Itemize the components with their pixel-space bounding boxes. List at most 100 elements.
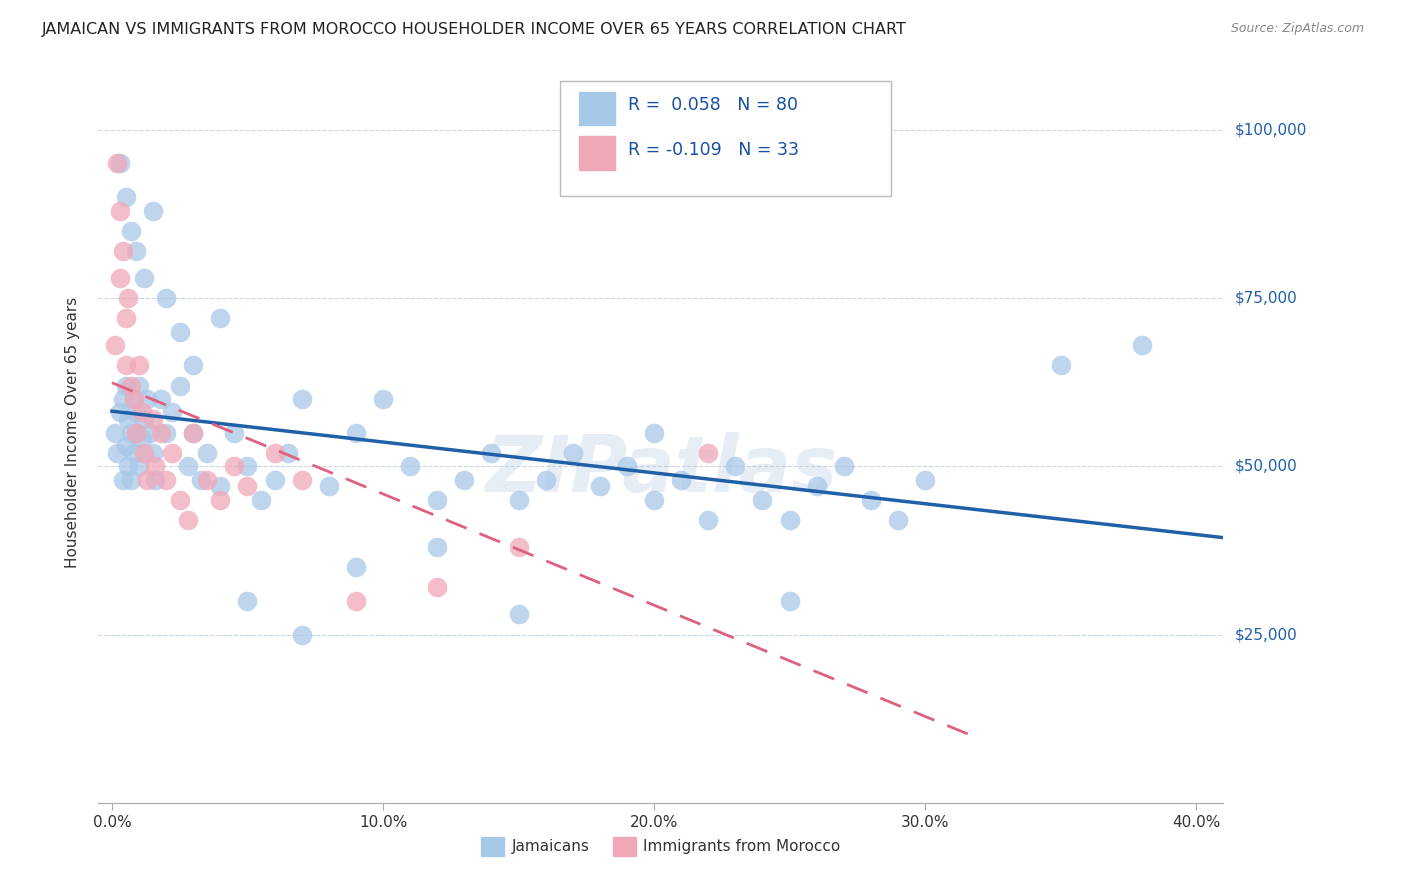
Point <box>120 425 142 440</box>
Point <box>155 473 177 487</box>
Text: JAMAICAN VS IMMIGRANTS FROM MOROCCO HOUSEHOLDER INCOME OVER 65 YEARS CORRELATION: JAMAICAN VS IMMIGRANTS FROM MOROCCO HOUS… <box>42 22 907 37</box>
Point <box>344 560 367 574</box>
Y-axis label: Householder Income Over 65 years: Householder Income Over 65 years <box>65 297 80 568</box>
Point <box>534 473 557 487</box>
Point <box>122 392 145 406</box>
Point <box>114 359 136 373</box>
Point <box>125 425 148 440</box>
Point <box>108 270 131 285</box>
Point <box>114 311 136 326</box>
Point <box>160 446 183 460</box>
Point <box>117 291 139 305</box>
Point <box>263 473 285 487</box>
Point <box>104 425 127 440</box>
Point <box>589 479 612 493</box>
Point <box>236 594 259 608</box>
Point <box>181 425 204 440</box>
Point <box>508 540 530 554</box>
Legend: Jamaicans, Immigrants from Morocco: Jamaicans, Immigrants from Morocco <box>475 831 846 862</box>
Point <box>697 513 720 527</box>
Point <box>181 425 204 440</box>
Point <box>111 473 134 487</box>
Point <box>236 479 259 493</box>
Point <box>209 479 232 493</box>
Text: ZIPatlas: ZIPatlas <box>485 432 837 508</box>
Point <box>125 405 148 419</box>
Point <box>114 190 136 204</box>
Point <box>222 425 245 440</box>
Point <box>291 392 314 406</box>
Point <box>142 412 165 426</box>
Text: Source: ZipAtlas.com: Source: ZipAtlas.com <box>1230 22 1364 36</box>
Point <box>114 439 136 453</box>
Point <box>155 425 177 440</box>
Point <box>128 378 150 392</box>
Point <box>453 473 475 487</box>
FancyBboxPatch shape <box>560 81 891 195</box>
Point <box>111 244 134 258</box>
Point <box>344 425 367 440</box>
Point <box>344 594 367 608</box>
Point <box>277 446 299 460</box>
Point <box>779 513 801 527</box>
Point <box>125 425 148 440</box>
Point <box>371 392 394 406</box>
Text: $50,000: $50,000 <box>1234 458 1298 474</box>
Point <box>142 203 165 218</box>
Point <box>149 392 172 406</box>
Point <box>122 392 145 406</box>
Point <box>426 540 449 554</box>
Point <box>236 459 259 474</box>
Point <box>399 459 422 474</box>
Point <box>120 378 142 392</box>
Point <box>222 459 245 474</box>
Point <box>125 244 148 258</box>
Point <box>169 325 191 339</box>
Point <box>120 224 142 238</box>
Point <box>832 459 855 474</box>
Point <box>108 203 131 218</box>
Point <box>104 338 127 352</box>
Point <box>143 473 166 487</box>
Point <box>169 492 191 507</box>
Point <box>105 156 128 170</box>
Point <box>136 473 159 487</box>
Point <box>1049 359 1071 373</box>
Point <box>122 446 145 460</box>
Point <box>508 492 530 507</box>
Point <box>263 446 285 460</box>
Text: $25,000: $25,000 <box>1234 627 1298 642</box>
Point <box>142 446 165 460</box>
Point <box>697 446 720 460</box>
Point <box>181 359 204 373</box>
Point <box>117 412 139 426</box>
Point <box>887 513 910 527</box>
Point <box>209 492 232 507</box>
Point <box>616 459 638 474</box>
Point <box>155 291 177 305</box>
Point <box>131 405 153 419</box>
Point <box>250 492 273 507</box>
Point <box>724 459 747 474</box>
Point <box>291 627 314 641</box>
Point <box>114 378 136 392</box>
Point <box>143 459 166 474</box>
Point <box>426 581 449 595</box>
Point <box>134 446 156 460</box>
Point <box>105 446 128 460</box>
Point <box>195 446 218 460</box>
Point <box>128 459 150 474</box>
Point <box>136 392 159 406</box>
Point <box>117 459 139 474</box>
Point <box>859 492 882 507</box>
Point <box>318 479 340 493</box>
Point <box>426 492 449 507</box>
Point <box>111 392 134 406</box>
Point <box>131 433 153 447</box>
Point <box>508 607 530 622</box>
Point <box>291 473 314 487</box>
Point <box>139 425 162 440</box>
Point <box>108 405 131 419</box>
Text: R = -0.109   N = 33: R = -0.109 N = 33 <box>628 141 799 159</box>
Point <box>177 459 200 474</box>
